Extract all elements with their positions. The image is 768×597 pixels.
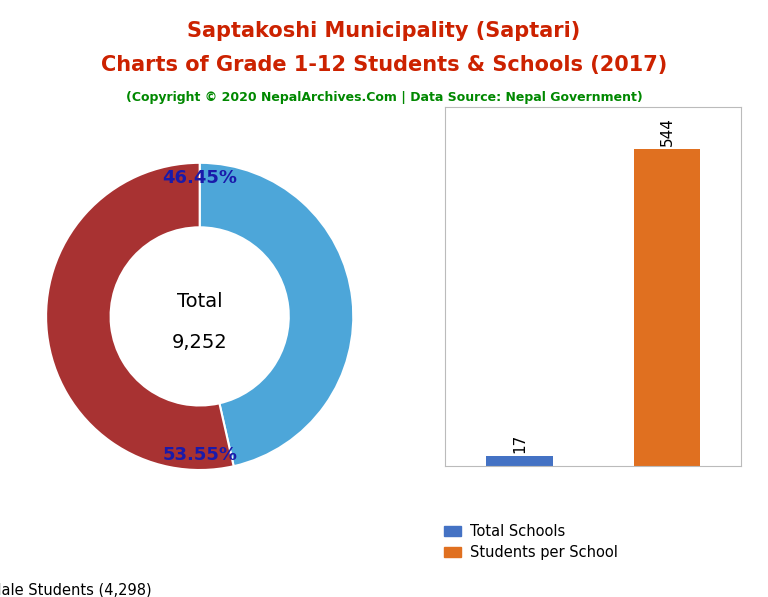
Text: 17: 17 (511, 433, 527, 453)
Text: Charts of Grade 1-12 Students & Schools (2017): Charts of Grade 1-12 Students & Schools … (101, 55, 667, 75)
Text: 9,252: 9,252 (172, 333, 227, 352)
Legend: Male Students (4,298), Female Students (4,954): Male Students (4,298), Female Students (… (0, 577, 176, 597)
Bar (486, 456, 553, 466)
Text: Total: Total (177, 291, 223, 310)
Bar (634, 149, 700, 466)
Text: Saptakoshi Municipality (Saptari): Saptakoshi Municipality (Saptari) (187, 21, 581, 41)
Text: 46.45%: 46.45% (162, 169, 237, 187)
Wedge shape (46, 163, 233, 470)
Legend: Total Schools, Students per School: Total Schools, Students per School (438, 518, 624, 566)
Text: 53.55%: 53.55% (162, 445, 237, 464)
Text: (Copyright © 2020 NepalArchives.Com | Data Source: Nepal Government): (Copyright © 2020 NepalArchives.Com | Da… (126, 91, 642, 104)
Text: 544: 544 (660, 117, 675, 146)
Wedge shape (200, 163, 353, 466)
